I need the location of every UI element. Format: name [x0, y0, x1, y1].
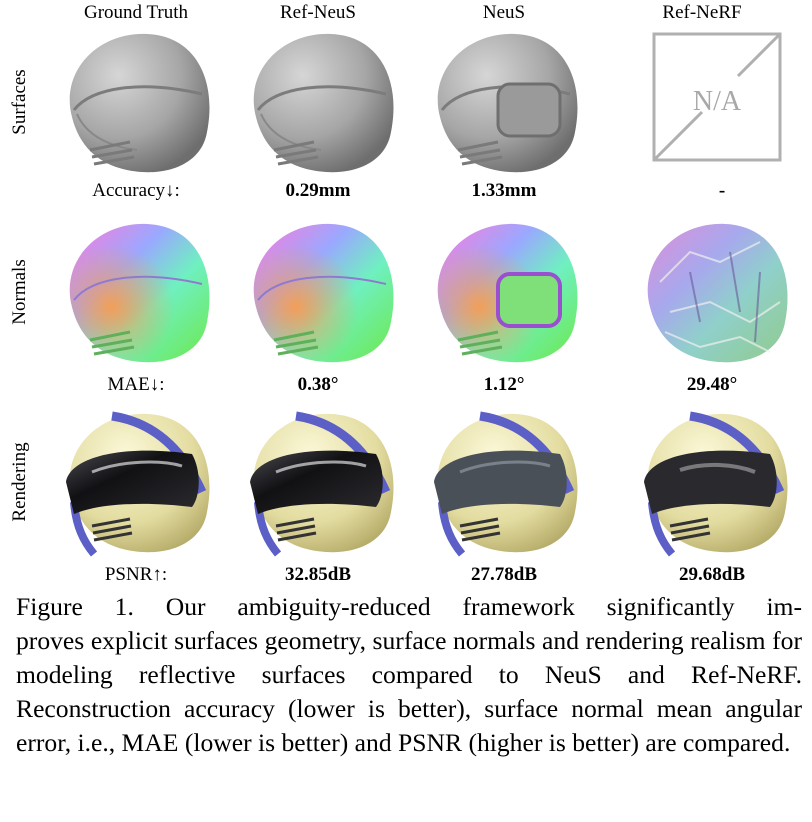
mae-label: MAE↓:	[107, 374, 165, 395]
mae-ref-neus: 0.38°	[297, 374, 339, 395]
normals-ref-nerf	[630, 212, 800, 372]
surface-ref-neus	[236, 22, 406, 182]
mae-neus: 1.12°	[483, 374, 525, 395]
accuracy-ref-nerf: -	[718, 180, 726, 201]
row-label-normals: Normals	[9, 259, 30, 325]
normals-ref-neus	[236, 212, 406, 372]
column-header-ref-nerf: Ref-NeRF	[662, 2, 742, 23]
rendering-ref-neus	[236, 402, 406, 562]
normals-neus	[420, 212, 590, 372]
psnr-label: PSNR↑:	[104, 564, 168, 585]
row-label-rendering: Rendering	[9, 442, 30, 522]
column-header-ref-neus: Ref-NeuS	[280, 2, 356, 23]
surface-ref-nerf-na	[642, 22, 792, 172]
figure-caption: Figure 1. Our ambiguity-reduced framewor…	[16, 590, 802, 760]
caption-line-1: Figure 1. Our ambiguity-reduced framewor…	[16, 592, 802, 621]
accuracy-label: Accuracy↓:	[92, 180, 180, 201]
psnr-ref-nerf: 29.68dB	[679, 564, 745, 585]
mae-ref-nerf: 29.48°	[686, 374, 738, 395]
normals-ground-truth	[52, 212, 222, 372]
caption-rest: proves explicit surfaces geometry, surfa…	[16, 626, 802, 757]
accuracy-neus: 1.33mm	[471, 180, 537, 201]
rendering-ground-truth	[52, 402, 222, 562]
surface-neus	[420, 22, 590, 182]
column-header-neus: NeuS	[482, 2, 526, 23]
surface-ground-truth	[52, 22, 222, 182]
psnr-neus: 27.78dB	[471, 564, 537, 585]
rendering-ref-nerf	[630, 402, 800, 562]
na-label: N/A	[692, 86, 742, 117]
row-label-surfaces: Surfaces	[9, 69, 30, 135]
column-header-ground-truth: Ground Truth	[84, 2, 188, 23]
rendering-neus	[420, 402, 590, 562]
psnr-ref-neus: 32.85dB	[285, 564, 351, 585]
accuracy-ref-neus: 0.29mm	[285, 180, 351, 201]
